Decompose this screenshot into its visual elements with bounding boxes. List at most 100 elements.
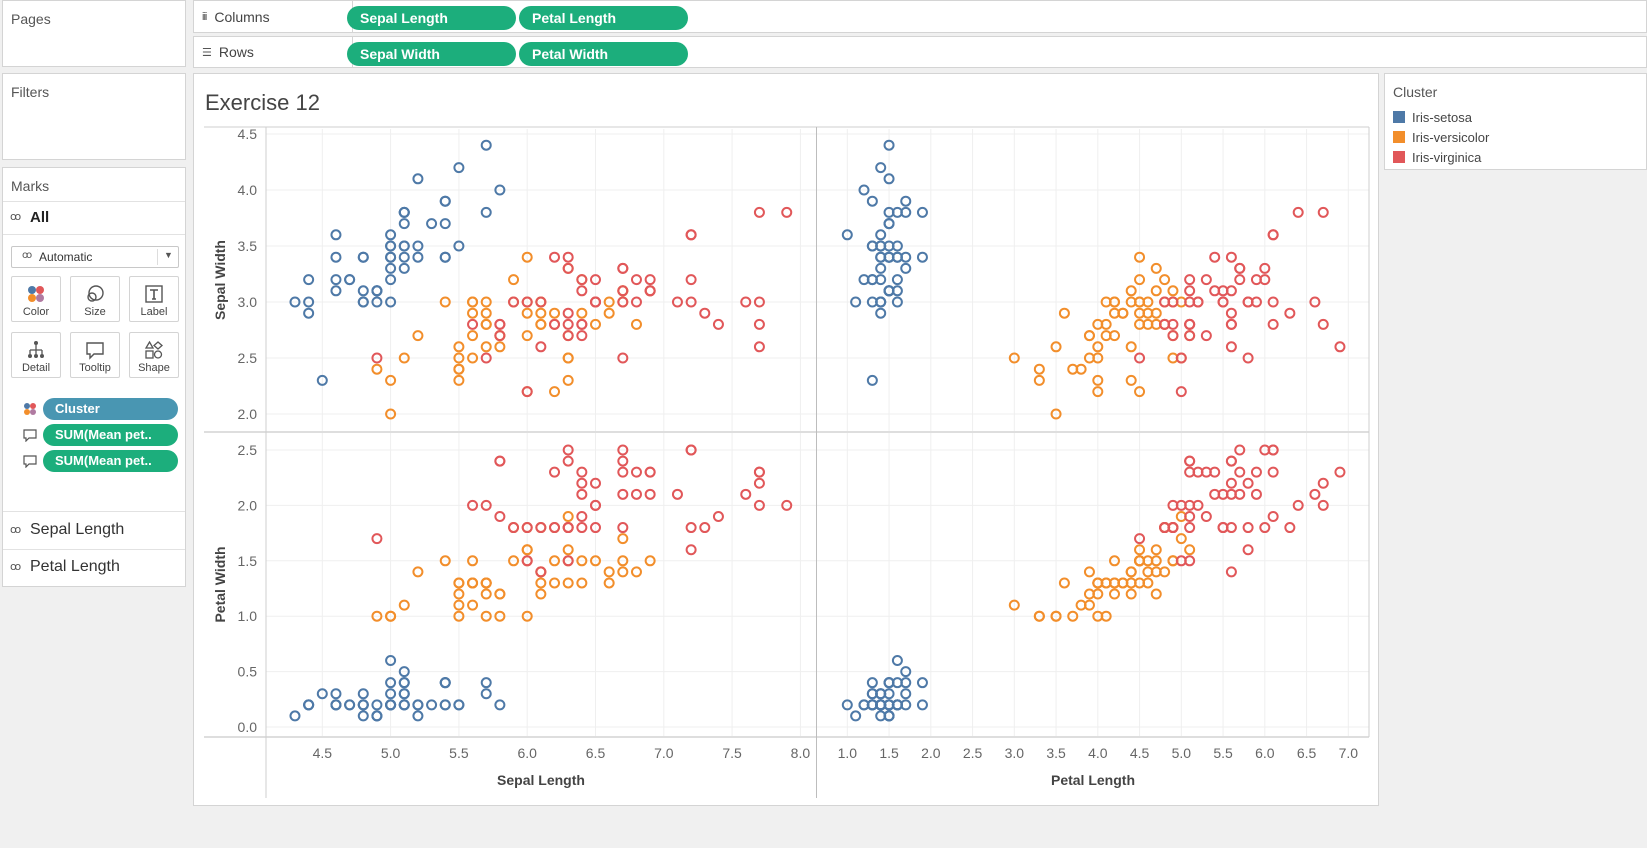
- data-point: [549, 466, 561, 478]
- tooltip-field-icon: [23, 455, 37, 468]
- color-button[interactable]: Color: [11, 276, 61, 322]
- data-point: [1092, 386, 1104, 398]
- label-button-label: Label: [140, 306, 168, 318]
- data-point: [1225, 251, 1237, 263]
- data-point: [385, 408, 397, 420]
- data-point: [875, 162, 887, 174]
- x-tick-label: 1.0: [838, 745, 858, 761]
- tooltip-field-pill-1[interactable]: SUM(Mean pet..: [43, 424, 178, 446]
- rows-shelf[interactable]: ☰ Rows Sepal Width Petal Width: [193, 36, 1647, 68]
- mark-type-dropdown[interactable]: ꝏ Automatic ▼: [11, 246, 179, 268]
- data-point: [371, 533, 383, 545]
- data-point: [630, 488, 642, 500]
- data-point: [1150, 544, 1162, 556]
- data-point: [1267, 296, 1279, 308]
- data-point: [753, 318, 765, 330]
- data-point: [521, 330, 533, 342]
- data-point: [617, 444, 629, 456]
- data-point: [753, 296, 765, 308]
- marks-card-petal-length[interactable]: ꝏ Petal Length: [3, 549, 185, 586]
- data-point: [1250, 274, 1262, 286]
- data-point: [617, 566, 629, 578]
- data-point: [480, 499, 492, 511]
- data-point: [576, 285, 588, 297]
- data-point: [1334, 341, 1346, 353]
- data-point: [617, 296, 629, 308]
- detail-button[interactable]: Detail: [11, 332, 61, 378]
- data-point: [576, 307, 588, 319]
- pages-card[interactable]: Pages: [2, 0, 186, 67]
- data-point: [357, 710, 369, 722]
- data-point: [508, 274, 520, 286]
- rows-pill-sepal-width[interactable]: Sepal Width: [347, 42, 516, 66]
- label-button[interactable]: Label: [129, 276, 179, 322]
- data-point: [883, 173, 895, 185]
- data-point: [385, 655, 397, 667]
- data-point: [371, 610, 383, 622]
- data-point: [289, 296, 301, 308]
- data-point: [1008, 599, 1020, 611]
- data-point: [467, 318, 479, 330]
- shape-button[interactable]: Shape: [129, 332, 179, 378]
- rows-pill-petal-width-text: Petal Width: [532, 46, 609, 62]
- data-point: [1058, 577, 1070, 589]
- tooltip-field-pill-2[interactable]: SUM(Mean pet..: [43, 450, 178, 472]
- data-point: [1050, 341, 1062, 353]
- data-point: [453, 240, 465, 252]
- legend-item-versicolor[interactable]: Iris-versicolor: [1393, 129, 1489, 147]
- data-point: [1225, 566, 1237, 578]
- columns-shelf[interactable]: iii Columns Sepal Length Petal Length: [193, 0, 1647, 33]
- data-point: [603, 577, 615, 589]
- data-point: [344, 274, 356, 286]
- data-point: [1100, 318, 1112, 330]
- data-point: [439, 677, 451, 689]
- color-field-icon: [24, 403, 36, 415]
- y-axis-title: Petal Width: [212, 546, 228, 622]
- data-point: [1225, 455, 1237, 467]
- data-point: [467, 599, 479, 611]
- data-point: [576, 466, 588, 478]
- data-point: [494, 699, 506, 711]
- scatter-matrix-chart[interactable]: 2.0 2.5 3.0 3.5 4.0 4.5 Sepal Width 0.0 0.5 1.0 1.…: [194, 74, 1378, 805]
- tooltip-button[interactable]: Tooltip: [70, 332, 120, 378]
- legend-item-label: Iris-virginica: [1412, 150, 1482, 165]
- data-point: [398, 666, 410, 678]
- rows-pill-petal-width[interactable]: Petal Width: [519, 42, 688, 66]
- filters-card[interactable]: Filters: [2, 73, 186, 160]
- size-button[interactable]: Size: [70, 276, 120, 322]
- data-point: [617, 455, 629, 467]
- data-point: [781, 499, 793, 511]
- columns-pill-petal-length[interactable]: Petal Length: [519, 6, 688, 30]
- data-point: [1083, 330, 1095, 342]
- marks-card-sepal-length[interactable]: ꝏ Sepal Length: [3, 511, 185, 549]
- data-point: [330, 229, 342, 241]
- x-tick-label: 3.0: [1005, 745, 1025, 761]
- legend-item-virginica[interactable]: Iris-virginica: [1393, 149, 1481, 167]
- data-point: [875, 688, 887, 700]
- data-point: [549, 318, 561, 330]
- data-point: [480, 206, 492, 218]
- legend-item-setosa[interactable]: Iris-setosa: [1393, 109, 1472, 127]
- x-tick-label: 7.5: [722, 745, 742, 761]
- sheet-title: Exercise 12: [205, 90, 320, 115]
- x-tick-label: 3.5: [1046, 745, 1066, 761]
- data-point: [535, 318, 547, 330]
- data-point: [303, 274, 315, 286]
- mark-type-value: Automatic: [39, 250, 93, 264]
- detail-icon: [28, 341, 44, 358]
- data-point: [590, 499, 601, 511]
- data-point: [330, 699, 342, 711]
- marks-all-tab[interactable]: ꝏ All: [3, 201, 185, 235]
- data-point: [1309, 488, 1321, 500]
- data-point: [426, 218, 438, 230]
- data-point: [398, 262, 410, 274]
- data-point: [1150, 588, 1162, 600]
- data-point: [549, 251, 561, 263]
- columns-pill-sepal-length[interactable]: Sepal Length: [347, 6, 516, 30]
- cluster-field-pill[interactable]: Cluster: [43, 398, 178, 420]
- data-point: [494, 588, 506, 600]
- data-point: [1209, 466, 1221, 478]
- data-point: [753, 341, 765, 353]
- data-point: [412, 566, 424, 578]
- data-point: [916, 206, 928, 218]
